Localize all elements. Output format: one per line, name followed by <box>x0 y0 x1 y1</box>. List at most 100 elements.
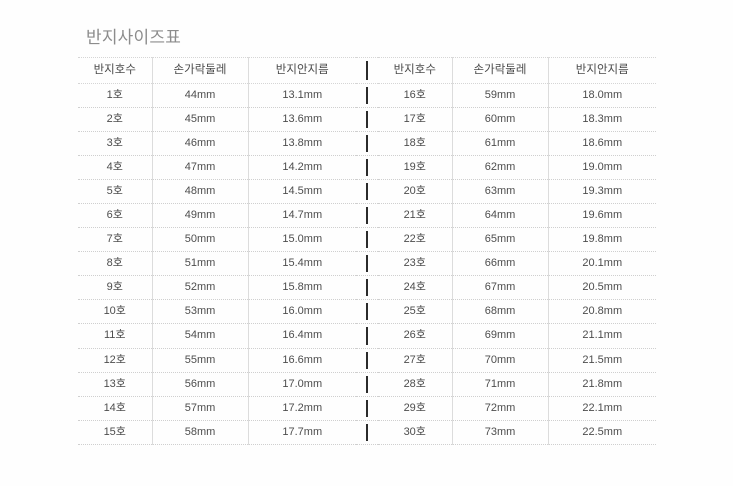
table-row: 13호 56mm 17.0mm 28호 71mm 21.8mm <box>78 371 656 397</box>
cell-ring-inner-diameter: 17.7mm <box>247 419 356 445</box>
cell-ring-inner-diameter: 18.6mm <box>547 131 656 157</box>
cell-finger-circumference: 54mm <box>151 323 248 349</box>
center-divider <box>356 371 378 397</box>
cell-finger-circumference: 47mm <box>151 155 248 181</box>
center-divider <box>356 227 378 253</box>
center-divider <box>356 131 378 157</box>
ring-size-table: 반지호수 손가락둘레 반지안지름 반지호수 손가락둘레 반지안지름 1호 44m… <box>78 57 656 445</box>
cell-ring-no: 26호 <box>378 323 452 349</box>
cell-finger-circumference: 69mm <box>451 323 548 349</box>
cell-ring-no: 11호 <box>78 323 152 349</box>
cell-ring-inner-diameter: 19.0mm <box>547 155 656 181</box>
cell-finger-circumference: 67mm <box>451 275 548 301</box>
header-ring-no-left: 반지호수 <box>78 57 152 84</box>
cell-finger-circumference: 58mm <box>151 419 248 445</box>
cell-ring-no: 23호 <box>378 251 452 277</box>
cell-finger-circumference: 55mm <box>151 347 248 373</box>
cell-ring-no: 12호 <box>78 347 152 373</box>
cell-ring-no: 6호 <box>78 203 152 229</box>
table-header: 반지호수 손가락둘레 반지안지름 반지호수 손가락둘레 반지안지름 <box>78 57 656 84</box>
cell-ring-no: 22호 <box>378 227 452 253</box>
table-row: 4호 47mm 14.2mm 19호 62mm 19.0mm <box>78 155 656 181</box>
cell-ring-inner-diameter: 19.3mm <box>547 179 656 205</box>
table-row: 10호 53mm 16.0mm 25호 68mm 20.8mm <box>78 299 656 325</box>
cell-ring-inner-diameter: 13.8mm <box>247 131 356 157</box>
center-divider <box>356 107 378 133</box>
center-divider <box>356 155 378 181</box>
cell-finger-circumference: 57mm <box>151 395 248 421</box>
center-divider <box>356 323 378 349</box>
cell-ring-inner-diameter: 15.4mm <box>247 251 356 277</box>
header-finger-circumference-right: 손가락둘레 <box>451 57 548 84</box>
cell-ring-inner-diameter: 15.8mm <box>247 275 356 301</box>
cell-ring-no: 27호 <box>378 347 452 373</box>
cell-finger-circumference: 56mm <box>151 371 248 397</box>
cell-ring-no: 25호 <box>378 299 452 325</box>
cell-ring-inner-diameter: 13.1mm <box>247 82 356 109</box>
cell-ring-inner-diameter: 14.5mm <box>247 179 356 205</box>
cell-ring-no: 21호 <box>378 203 452 229</box>
table-row: 12호 55mm 16.6mm 27호 70mm 21.5mm <box>78 347 656 373</box>
cell-ring-no: 13호 <box>78 371 152 397</box>
cell-finger-circumference: 60mm <box>451 107 548 133</box>
cell-ring-no: 9호 <box>78 275 152 301</box>
cell-ring-no: 10호 <box>78 299 152 325</box>
table-body: 1호 44mm 13.1mm 16호 59mm 18.0mm 2호 45mm 1… <box>78 82 656 445</box>
cell-ring-no: 7호 <box>78 227 152 253</box>
cell-finger-circumference: 65mm <box>451 227 548 253</box>
cell-finger-circumference: 51mm <box>151 251 248 277</box>
cell-ring-no: 14호 <box>78 395 152 421</box>
cell-ring-inner-diameter: 17.0mm <box>247 371 356 397</box>
cell-ring-no: 4호 <box>78 155 152 181</box>
cell-ring-inner-diameter: 19.8mm <box>547 227 656 253</box>
cell-finger-circumference: 66mm <box>451 251 548 277</box>
cell-ring-inner-diameter: 21.8mm <box>547 371 656 397</box>
cell-ring-inner-diameter: 17.2mm <box>247 395 356 421</box>
cell-ring-inner-diameter: 19.6mm <box>547 203 656 229</box>
cell-finger-circumference: 62mm <box>451 155 548 181</box>
table-row: 3호 46mm 13.8mm 18호 61mm 18.6mm <box>78 131 656 157</box>
table-row: 7호 50mm 15.0mm 22호 65mm 19.8mm <box>78 227 656 253</box>
cell-finger-circumference: 44mm <box>151 82 248 109</box>
center-divider <box>356 203 378 229</box>
center-divider <box>356 57 378 84</box>
cell-ring-no: 24호 <box>378 275 452 301</box>
cell-ring-no: 20호 <box>378 179 452 205</box>
page-title: 반지사이즈표 <box>86 28 182 47</box>
cell-ring-inner-diameter: 20.1mm <box>547 251 656 277</box>
cell-finger-circumference: 63mm <box>451 179 548 205</box>
center-divider <box>356 419 378 445</box>
cell-ring-no: 5호 <box>78 179 152 205</box>
table-row: 11호 54mm 16.4mm 26호 69mm 21.1mm <box>78 323 656 349</box>
cell-ring-no: 30호 <box>378 419 452 445</box>
center-divider <box>356 251 378 277</box>
cell-finger-circumference: 52mm <box>151 275 248 301</box>
header-row: 반지호수 손가락둘레 반지안지름 반지호수 손가락둘레 반지안지름 <box>78 57 656 84</box>
cell-finger-circumference: 71mm <box>451 371 548 397</box>
cell-ring-inner-diameter: 16.0mm <box>247 299 356 325</box>
cell-ring-no: 17호 <box>378 107 452 133</box>
cell-ring-no: 2호 <box>78 107 152 133</box>
center-divider <box>356 347 378 373</box>
cell-ring-no: 28호 <box>378 371 452 397</box>
cell-finger-circumference: 45mm <box>151 107 248 133</box>
center-divider <box>356 179 378 205</box>
table-row: 2호 45mm 13.6mm 17호 60mm 18.3mm <box>78 107 656 133</box>
header-ring-no-right: 반지호수 <box>378 57 452 84</box>
cell-ring-no: 1호 <box>78 82 152 109</box>
cell-ring-inner-diameter: 21.5mm <box>547 347 656 373</box>
cell-finger-circumference: 48mm <box>151 179 248 205</box>
table-row: 5호 48mm 14.5mm 20호 63mm 19.3mm <box>78 179 656 205</box>
cell-finger-circumference: 50mm <box>151 227 248 253</box>
center-divider <box>356 82 378 109</box>
table-row: 8호 51mm 15.4mm 23호 66mm 20.1mm <box>78 251 656 277</box>
table-row: 9호 52mm 15.8mm 24호 67mm 20.5mm <box>78 275 656 301</box>
table-row: 1호 44mm 13.1mm 16호 59mm 18.0mm <box>78 82 656 109</box>
header-ring-inner-diameter-right: 반지안지름 <box>547 57 656 84</box>
cell-finger-circumference: 53mm <box>151 299 248 325</box>
cell-ring-inner-diameter: 18.0mm <box>547 82 656 109</box>
table-row: 6호 49mm 14.7mm 21호 64mm 19.6mm <box>78 203 656 229</box>
cell-ring-no: 18호 <box>378 131 452 157</box>
center-divider <box>356 395 378 421</box>
